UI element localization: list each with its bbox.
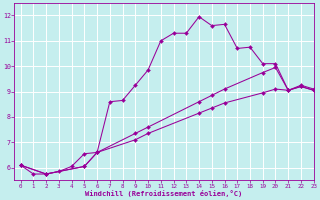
- X-axis label: Windchill (Refroidissement éolien,°C): Windchill (Refroidissement éolien,°C): [85, 190, 243, 197]
